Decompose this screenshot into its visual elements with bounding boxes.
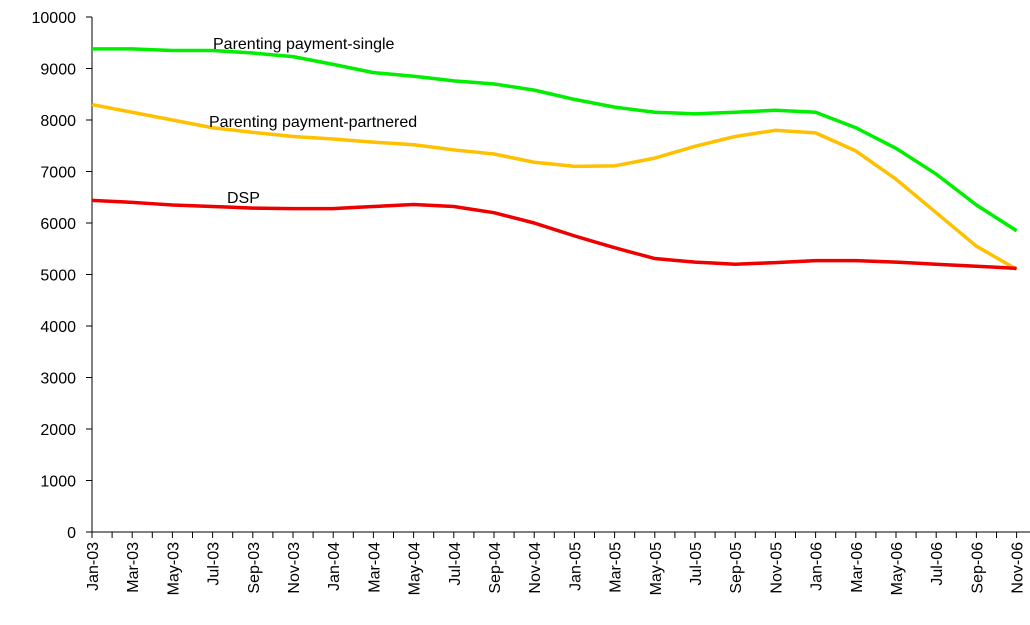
y-tick-label: 5000: [40, 268, 76, 285]
series-label: Parenting payment-partnered: [209, 114, 417, 131]
x-tick-label: Nov-05: [768, 542, 785, 594]
x-tick-label: Jan-05: [567, 542, 584, 591]
x-tick-label: Sep-05: [728, 542, 745, 594]
x-tick-label: Jul-05: [688, 542, 705, 586]
x-tick-label: Mar-06: [849, 542, 866, 593]
x-tick-label: Jul-03: [206, 542, 223, 586]
x-tick-label: Mar-03: [125, 542, 142, 593]
x-tick-label: Nov-03: [286, 542, 303, 594]
x-tick-label: Sep-06: [969, 542, 986, 594]
x-tick-label: Sep-03: [246, 542, 263, 594]
y-tick-label: 8000: [40, 113, 76, 130]
y-tick-label: 4000: [40, 319, 76, 336]
y-tick-label: 9000: [40, 62, 76, 79]
x-tick-label: Jan-03: [85, 542, 102, 591]
x-tick-label: May-04: [407, 542, 424, 595]
y-tick-label: 0: [67, 525, 76, 542]
x-tick-label: Jul-04: [447, 542, 464, 586]
x-tick-label: May-06: [889, 542, 906, 595]
x-tick-label: Nov-06: [1010, 542, 1027, 594]
series-label: DSP: [227, 190, 260, 207]
series-line: [91, 198, 1017, 271]
y-tick-label: 7000: [40, 165, 76, 182]
series-line: [92, 47, 1018, 233]
y-tick-label: 10000: [32, 10, 77, 27]
x-tick-label: Mar-05: [608, 542, 625, 593]
y-tick-label: 3000: [40, 371, 76, 388]
y-tick-label: 2000: [40, 422, 76, 439]
y-tick-label: 1000: [40, 474, 76, 491]
x-tick-label: May-03: [165, 542, 182, 595]
series-label: Parenting payment-single: [213, 36, 395, 53]
x-tick-label: Jan-06: [809, 542, 826, 591]
series-line: [91, 102, 1018, 271]
x-tick-label: May-05: [648, 542, 665, 595]
x-tick-label: Mar-04: [366, 542, 383, 593]
x-tick-label: Nov-04: [527, 542, 544, 594]
y-tick-label: 6000: [40, 216, 76, 233]
x-tick-label: Jul-06: [929, 542, 946, 586]
x-tick-label: Jan-04: [326, 542, 343, 591]
x-tick-label: Sep-04: [487, 542, 504, 594]
